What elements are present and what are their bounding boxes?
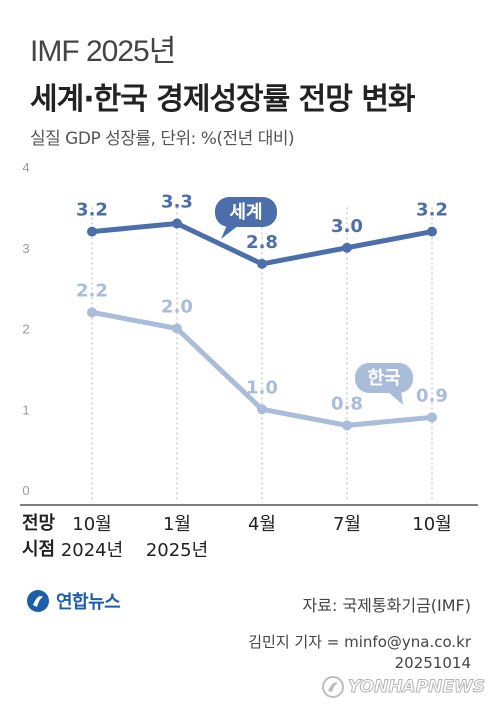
point-1-1 <box>172 323 182 334</box>
watermark-icon <box>321 676 344 698</box>
point-0-2 <box>257 258 267 269</box>
legend-label-1: 한국 <box>367 368 400 389</box>
data-label-0-3: 3.0 <box>331 216 363 237</box>
x-tick-label-1: 1월 <box>163 514 191 535</box>
point-1-3 <box>342 420 352 431</box>
chart-title: 세계·한국 경제성장률 전망 변화 <box>30 82 416 117</box>
data-label-1-0: 2.2 <box>76 280 108 301</box>
legend-bubble-0 <box>215 197 277 227</box>
data-label-1-4: 0.9 <box>416 385 448 406</box>
y-tick-4: 4 <box>22 160 29 175</box>
y-tick-1: 1 <box>22 402 29 417</box>
chart-subtitle: 실질 GDP 성장률, 단위: %(전년 대비) <box>30 129 295 149</box>
data-label-0-4: 3.2 <box>416 200 448 221</box>
data-label-0-2: 2.8 <box>246 232 278 253</box>
watermark: YONHAPNEWS <box>321 676 486 698</box>
x-tick-label-0: 10월 <box>72 514 111 535</box>
point-0-3 <box>342 242 352 253</box>
y-tick-3: 3 <box>22 241 29 256</box>
x-axis-caption-1: 전망 <box>22 513 56 534</box>
source-note: 자료: 국제통화기금(IMF) <box>302 596 471 615</box>
x-tick-label-2: 4월 <box>248 514 276 535</box>
yonhap-logo: 연합뉴스 <box>26 588 121 614</box>
point-1-2 <box>257 404 267 415</box>
point-1-0 <box>87 307 97 318</box>
data-label-0-1: 3.3 <box>161 192 193 213</box>
logo-label: 연합뉴스 <box>56 592 121 613</box>
legend-bubble-tail-0 <box>221 225 239 239</box>
publish-date: 20251014 <box>394 654 471 672</box>
yonhap-logo-icon <box>27 590 49 612</box>
data-label-0-0: 3.2 <box>76 200 108 221</box>
byline: 김민지 기자 = minfo@yna.co.kr <box>248 633 471 651</box>
data-label-1-2: 1.0 <box>246 377 278 398</box>
data-label-1-3: 0.8 <box>331 393 363 414</box>
x-tick-label-3: 7월 <box>333 514 361 535</box>
x-axis-caption-2: 시점 <box>22 539 56 560</box>
line-chart: 0 1 2 3 4 10월 2024년 1월 2025년 4월 7월 10월 3.2 3.3 2.8 3.0 3… <box>20 160 478 561</box>
point-0-1 <box>172 218 182 229</box>
data-label-1-1: 2.0 <box>161 297 193 318</box>
legend-label-0: 세계 <box>229 202 262 223</box>
y-tick-0: 0 <box>22 483 29 498</box>
x-tick-sublabel-0: 2024년 <box>61 540 123 561</box>
x-tick-label-4: 10월 <box>412 514 451 535</box>
watermark-text: YONHAPNEWS <box>347 677 485 698</box>
point-1-4 <box>427 412 437 423</box>
title-top: IMF 2025년 <box>30 35 176 68</box>
x-tick-sublabel-1: 2025년 <box>146 540 208 561</box>
point-0-0 <box>87 226 97 237</box>
y-tick-2: 2 <box>22 322 29 337</box>
legend-bubble-tail-1 <box>387 391 403 405</box>
point-0-4 <box>427 226 437 237</box>
legend-bubble-1 <box>355 363 413 393</box>
